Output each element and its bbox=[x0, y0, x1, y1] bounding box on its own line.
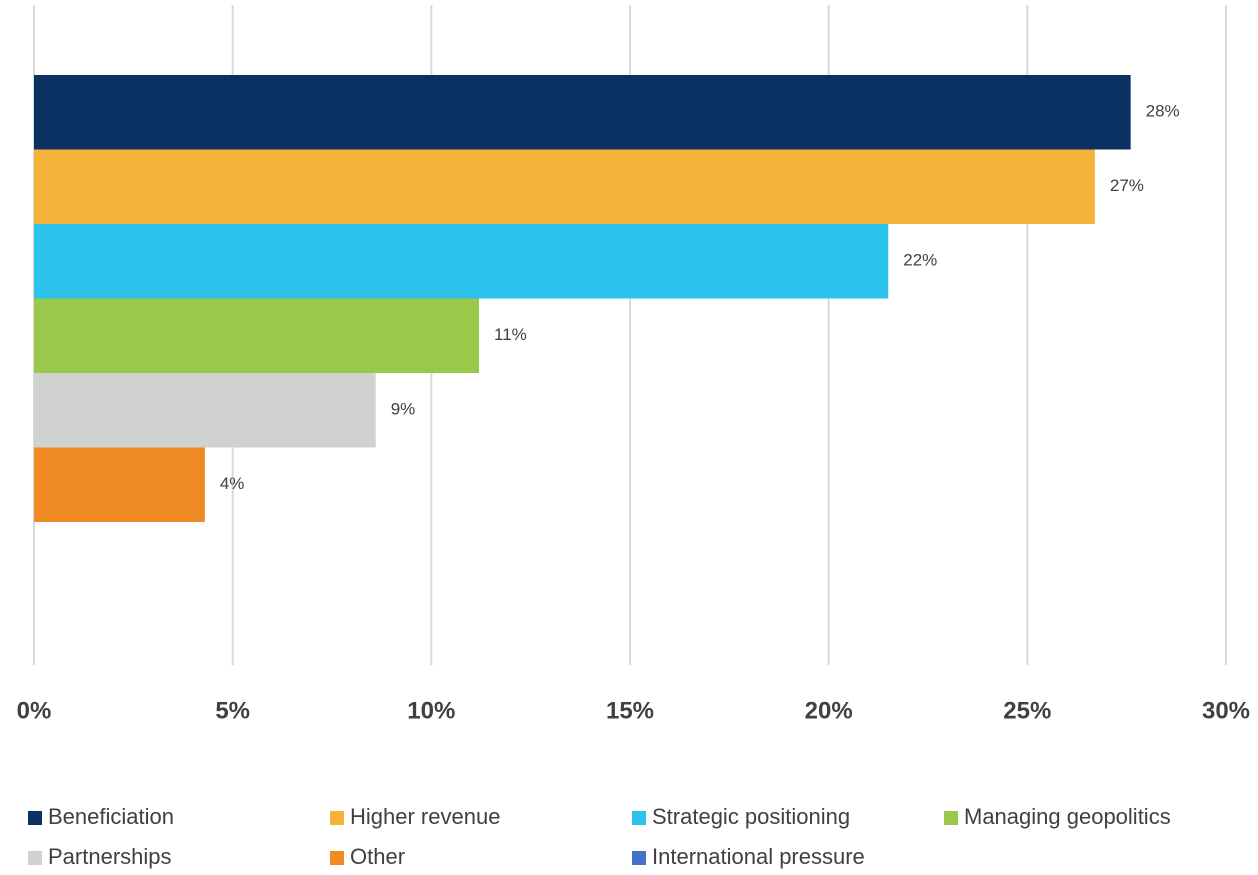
value-label: 27% bbox=[1110, 176, 1144, 195]
bar bbox=[34, 298, 480, 373]
value-label: 9% bbox=[391, 400, 416, 419]
bar bbox=[34, 149, 1095, 224]
bar bbox=[34, 447, 205, 522]
legend-swatch bbox=[944, 811, 958, 825]
legend-label: International pressure bbox=[652, 844, 865, 869]
x-tick-label: 25% bbox=[1003, 697, 1051, 724]
legend-label: Partnerships bbox=[48, 844, 172, 869]
value-label: 4% bbox=[220, 474, 245, 493]
legend-swatch bbox=[632, 851, 646, 865]
legend-label: Managing geopolitics bbox=[964, 804, 1171, 829]
legend-label: Strategic positioning bbox=[652, 804, 850, 829]
x-tick-label: 10% bbox=[407, 697, 455, 724]
legend-label: Beneficiation bbox=[48, 804, 174, 829]
x-tick-label: 20% bbox=[805, 697, 853, 724]
x-tick-label: 0% bbox=[17, 697, 52, 724]
bar bbox=[34, 373, 376, 448]
legend-label: Other bbox=[350, 844, 405, 869]
legend-swatch bbox=[28, 811, 42, 825]
legend-swatch bbox=[28, 851, 42, 865]
legend-swatch bbox=[632, 811, 646, 825]
x-tick-label: 30% bbox=[1202, 697, 1250, 724]
value-label: 28% bbox=[1146, 102, 1180, 121]
x-tick-label: 15% bbox=[606, 697, 654, 724]
x-tick-label: 5% bbox=[215, 697, 250, 724]
bar bbox=[34, 75, 1131, 150]
legend-label: Higher revenue bbox=[350, 804, 500, 829]
value-label: 22% bbox=[903, 251, 937, 270]
bar bbox=[34, 224, 889, 299]
legend-swatch bbox=[330, 851, 344, 865]
value-label: 11% bbox=[494, 325, 527, 344]
legend-swatch bbox=[330, 811, 344, 825]
